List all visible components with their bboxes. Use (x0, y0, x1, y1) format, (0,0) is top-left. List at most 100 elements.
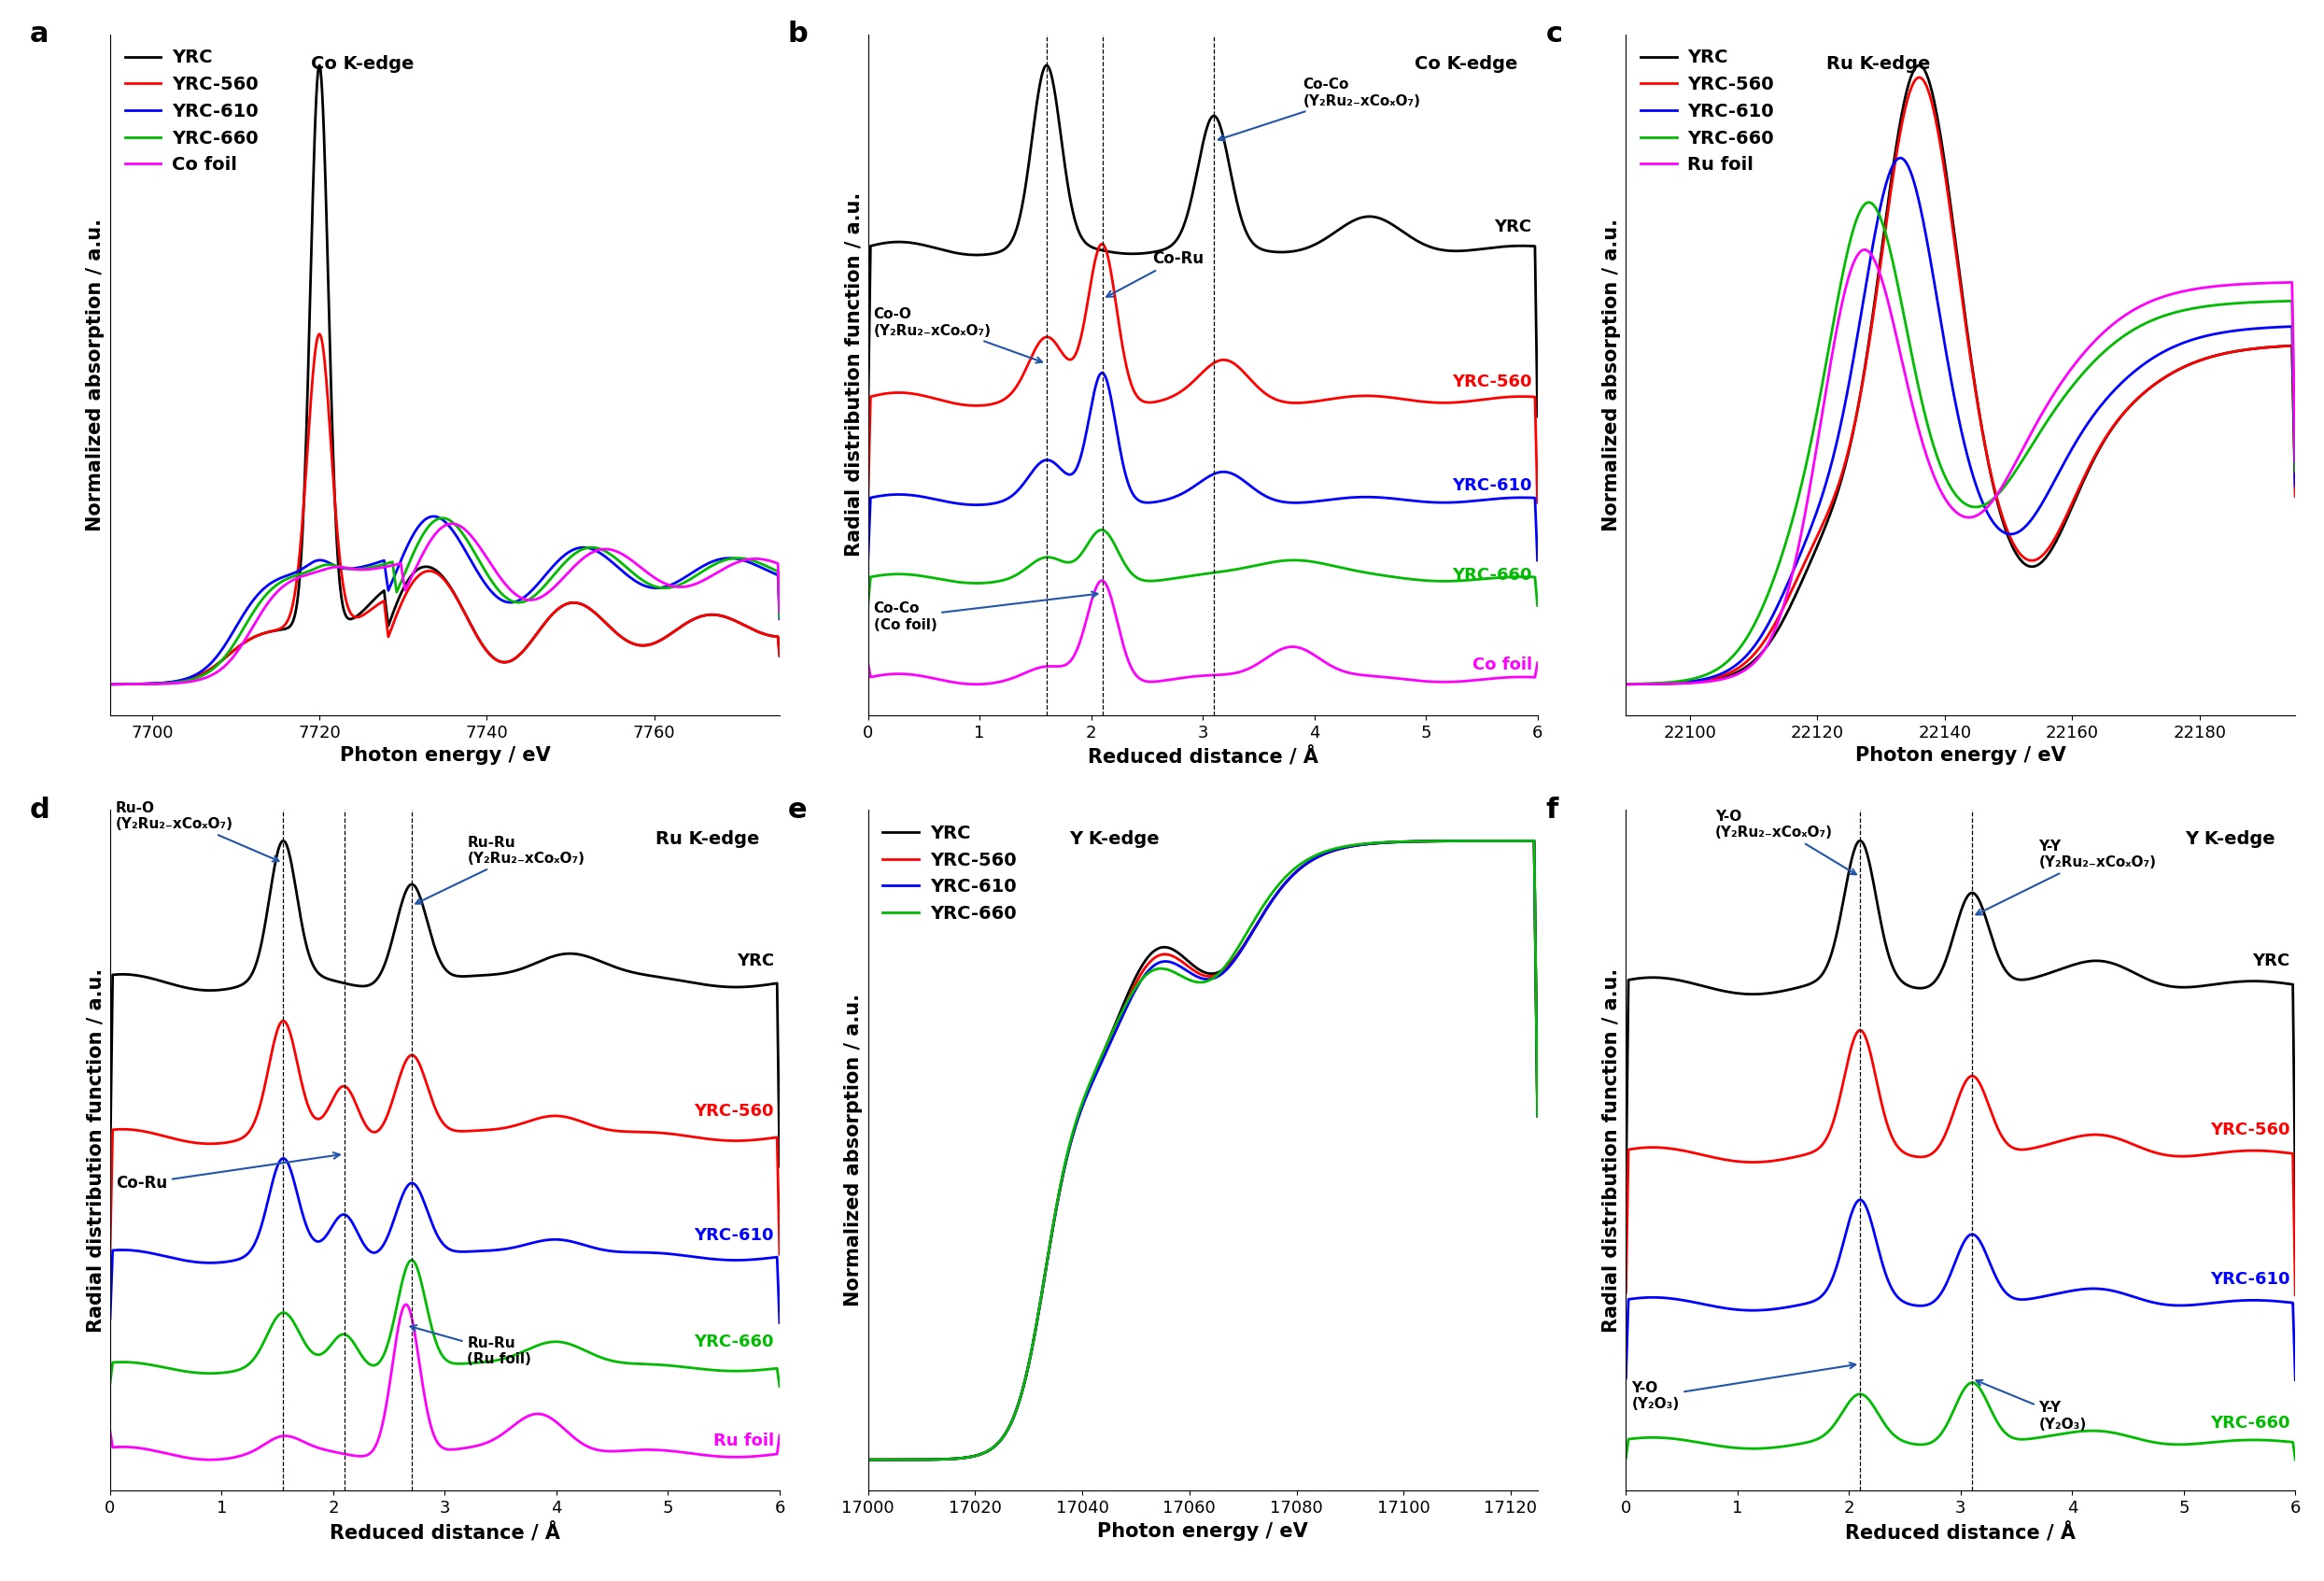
YRC (523, 623, 551, 642)
YRC-660 (1362, 833, 1390, 852)
YRC-610 (1243, 915, 1271, 934)
Text: YRC: YRC (2252, 953, 2289, 969)
Text: a: a (30, 21, 49, 47)
YRC-560 (1243, 915, 1271, 934)
Legend: YRC, YRC-560, YRC-610, YRC-660: YRC, YRC-560, YRC-610, YRC-660 (876, 819, 1023, 928)
Text: Co-Ru: Co-Ru (1106, 250, 1204, 297)
YRC-610 (2001, 523, 2029, 542)
YRC-560 (1260, 887, 1287, 906)
YRC-610 (137, 674, 165, 692)
YRC (1362, 833, 1390, 852)
Text: Co-O
(Y₂Ru₂₋xCoₓO₇): Co-O (Y₂Ru₂₋xCoₓO₇) (874, 307, 1041, 362)
Ru foil (2189, 278, 2217, 297)
Ru foil (1850, 240, 1878, 259)
YRC-560 (1362, 833, 1390, 852)
Text: YRC-660: YRC-660 (695, 1334, 774, 1350)
YRC (1432, 832, 1459, 851)
Co foil (604, 542, 632, 561)
YRC-560 (1652, 674, 1680, 692)
YRC-610 (1520, 832, 1548, 851)
Text: Co-Co
(Co foil): Co-Co (Co foil) (874, 591, 1097, 632)
YRC-610 (2119, 362, 2147, 381)
YRC-560 (2189, 349, 2217, 368)
Co foil (486, 568, 514, 587)
Ru foil (1652, 675, 1680, 694)
YRC-610 (1525, 1107, 1552, 1126)
YRC-610 (1260, 887, 1287, 906)
Text: Co-Ru: Co-Ru (116, 1153, 339, 1192)
Y-axis label: Normalized absorption / a.u.: Normalized absorption / a.u. (1601, 218, 1620, 531)
Text: YRC: YRC (737, 953, 774, 969)
YRC (1525, 1107, 1552, 1126)
Text: Ru-O
(Y₂Ru₂₋xCoₓO₇): Ru-O (Y₂Ru₂₋xCoₓO₇) (116, 802, 279, 862)
YRC-610 (504, 591, 532, 610)
YRC-610 (674, 566, 702, 585)
YRC-610 (1281, 863, 1308, 882)
Text: YRC-610: YRC-610 (695, 1227, 774, 1244)
YRC (2119, 392, 2147, 411)
YRC-610 (2189, 327, 2217, 346)
YRC-660 (486, 582, 514, 601)
YRC (1906, 55, 1934, 74)
YRC-610 (1432, 832, 1459, 851)
Text: Y K-edge: Y K-edge (1069, 830, 1160, 847)
YRC-610 (895, 1450, 923, 1469)
Text: e: e (788, 797, 806, 824)
Ru foil (2038, 386, 2066, 405)
X-axis label: Reduced distance / Å: Reduced distance / Å (1088, 746, 1318, 767)
YRC-660 (2282, 462, 2310, 481)
YRC-610 (2020, 508, 2047, 526)
Ru foil (1613, 675, 1641, 694)
YRC-660 (95, 675, 123, 694)
YRC (504, 647, 532, 666)
Text: Ru K-edge: Ru K-edge (1827, 55, 1931, 73)
Line: YRC-660: YRC-660 (109, 519, 779, 685)
Co foil (95, 675, 123, 694)
Text: Ru K-edge: Ru K-edge (655, 830, 760, 847)
Text: YRC-560: YRC-560 (695, 1104, 774, 1119)
Y-axis label: Radial distribution function / a.u.: Radial distribution function / a.u. (86, 968, 105, 1333)
Ru foil (2282, 452, 2310, 471)
Line: YRC-560: YRC-560 (1627, 77, 2296, 685)
Y-axis label: Radial distribution function / a.u.: Radial distribution function / a.u. (844, 193, 862, 557)
YRC-660 (1243, 906, 1271, 925)
YRC-610 (1362, 833, 1390, 852)
Text: Ru foil: Ru foil (713, 1432, 774, 1450)
YRC-560 (2001, 538, 2029, 557)
YRC-610 (1652, 674, 1680, 692)
YRC-660 (1520, 832, 1548, 851)
Text: Y-O
(Y₂Ru₂₋xCoₓO₇): Y-O (Y₂Ru₂₋xCoₓO₇) (1715, 809, 1857, 874)
Y-axis label: Radial distribution function / a.u.: Radial distribution function / a.u. (1601, 968, 1620, 1333)
YRC-560 (523, 623, 551, 642)
YRC (137, 674, 165, 692)
YRC-660 (137, 675, 165, 694)
Legend: YRC, YRC-560, YRC-610, YRC-660, Ru foil: YRC, YRC-560, YRC-610, YRC-660, Ru foil (1636, 44, 1780, 179)
YRC-660 (604, 552, 632, 571)
YRC (307, 55, 335, 74)
YRC-560 (855, 1450, 883, 1469)
Line: YRC-610: YRC-610 (109, 517, 779, 685)
Text: Ru-Ru
(Y₂Ru₂₋xCoₓO₇): Ru-Ru (Y₂Ru₂₋xCoₓO₇) (416, 835, 586, 904)
YRC-560 (1613, 675, 1641, 694)
YRC-660 (895, 1450, 923, 1469)
Line: Ru foil: Ru foil (1627, 250, 2296, 685)
YRC-560 (1906, 68, 1934, 87)
X-axis label: Photon energy / eV: Photon energy / eV (339, 746, 551, 765)
Text: b: b (788, 21, 809, 47)
Co foil (437, 514, 465, 533)
Text: Ru-Ru
(Ru foil): Ru-Ru (Ru foil) (411, 1325, 532, 1366)
X-axis label: Reduced distance / Å: Reduced distance / Å (330, 1523, 560, 1541)
Text: Y-Y
(Y₂O₃): Y-Y (Y₂O₃) (1975, 1380, 2087, 1431)
Co foil (523, 590, 551, 609)
YRC-560 (1281, 863, 1308, 882)
YRC (2189, 349, 2217, 368)
X-axis label: Reduced distance / Å: Reduced distance / Å (1845, 1523, 2075, 1541)
YRC-560 (765, 647, 792, 666)
Text: d: d (30, 797, 51, 824)
YRC-610 (765, 609, 792, 628)
YRC-560 (2119, 392, 2147, 411)
Text: Co K-edge: Co K-edge (311, 55, 414, 73)
X-axis label: Photon energy / eV: Photon energy / eV (1855, 746, 2066, 765)
Line: YRC-660: YRC-660 (1627, 202, 2296, 685)
YRC (1652, 674, 1680, 692)
